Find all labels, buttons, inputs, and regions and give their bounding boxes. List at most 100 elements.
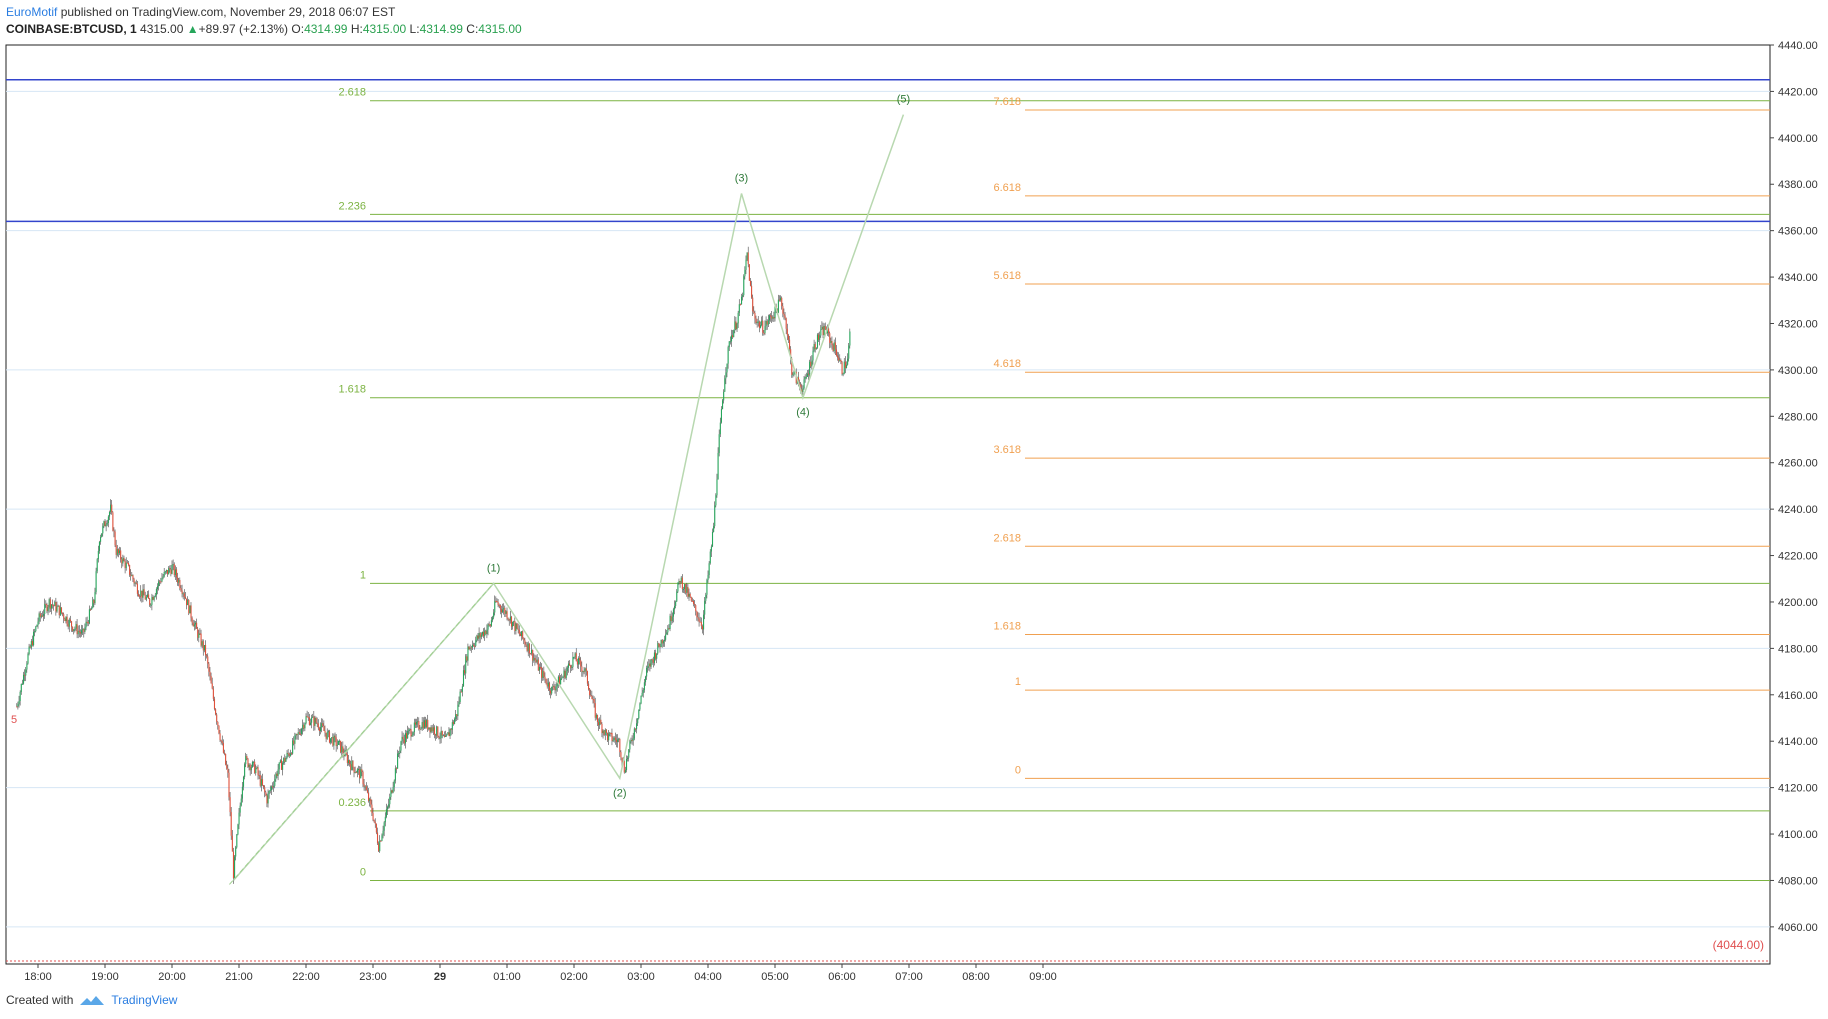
candle xyxy=(103,521,105,526)
fib-orange-group[interactable]: 7.618 6.618 5.618 4.618 3.618 2.618 1.618 1 0 xyxy=(993,96,1770,779)
time-axis[interactable]: 18:00 19:00 20:00 21:00 22:00 23:00 29 01:00 02:… xyxy=(24,964,1057,983)
candle xyxy=(833,342,835,351)
candle xyxy=(801,389,803,393)
up-arrow-icon: ▲ xyxy=(186,22,199,36)
candle xyxy=(668,628,670,630)
author-link[interactable]: EuroMotif xyxy=(6,5,58,19)
candle xyxy=(442,735,444,737)
fib-level-label: 0.236 xyxy=(338,797,366,809)
footer: Created with TradingView xyxy=(6,993,177,1007)
y-tick-label: 4200.00 xyxy=(1778,597,1818,609)
candle xyxy=(389,796,391,805)
candle xyxy=(290,753,293,755)
candle xyxy=(667,628,669,633)
candle xyxy=(84,627,86,632)
y-tick-label: 4080.00 xyxy=(1778,875,1818,887)
candle xyxy=(418,721,420,730)
candle xyxy=(313,716,315,726)
candle xyxy=(399,750,401,754)
candle xyxy=(636,723,638,730)
tradingview-link[interactable]: TradingView xyxy=(111,993,178,1007)
symbol-label[interactable]: COINBASE:BTCUSD, 1 xyxy=(6,22,137,36)
y-tick-label: 4380.00 xyxy=(1778,179,1818,191)
candle xyxy=(461,686,463,692)
candle xyxy=(832,345,834,351)
candle xyxy=(669,615,671,629)
candle xyxy=(276,773,278,776)
candle xyxy=(306,716,308,718)
candle xyxy=(621,757,623,763)
candle xyxy=(815,347,817,350)
candle xyxy=(531,649,533,654)
candle xyxy=(537,659,539,671)
price-axis[interactable]: 4060.00 4080.00 4100.00 4120.00 4140.00 4160.… xyxy=(1770,40,1818,934)
candle xyxy=(120,550,122,560)
candle xyxy=(254,761,256,774)
candle xyxy=(79,632,82,634)
candle xyxy=(295,734,297,736)
candle xyxy=(132,575,134,580)
candle xyxy=(145,596,147,600)
candle xyxy=(674,605,676,610)
elliott-wave[interactable]: (1) (2) (3) (4) (5) xyxy=(229,94,910,885)
candle xyxy=(791,358,793,375)
candle xyxy=(473,644,475,646)
tradingview-logo-icon[interactable] xyxy=(79,993,105,1007)
candle xyxy=(272,786,274,788)
plot-frame xyxy=(5,44,1771,965)
candle xyxy=(644,676,647,683)
candle xyxy=(487,624,489,630)
candle xyxy=(617,739,619,743)
candle xyxy=(201,641,203,646)
candle xyxy=(438,736,440,739)
candle xyxy=(237,824,239,835)
candle xyxy=(25,669,27,676)
fib-level-label: 1.618 xyxy=(993,620,1021,632)
candle xyxy=(316,722,318,724)
candle xyxy=(429,727,431,733)
candle xyxy=(350,764,352,771)
wave-trendline[interactable] xyxy=(229,585,492,885)
candle xyxy=(483,631,485,637)
candles-series xyxy=(16,246,851,884)
candle xyxy=(465,656,467,674)
candle xyxy=(773,317,775,319)
candle xyxy=(478,633,480,639)
candle xyxy=(641,692,643,696)
candle xyxy=(427,719,429,730)
candle xyxy=(847,358,849,365)
candle xyxy=(656,653,658,659)
fib-green-group[interactable]: 2.618 2.236 1.618 1 0.236 0 xyxy=(338,87,1770,881)
candle xyxy=(178,580,180,583)
candle xyxy=(182,593,184,595)
y-tick-label: 4400.00 xyxy=(1778,133,1818,145)
candle xyxy=(398,753,400,755)
candle xyxy=(470,647,472,649)
candle xyxy=(784,315,786,319)
candle xyxy=(24,674,26,676)
candle xyxy=(38,613,40,622)
candle xyxy=(729,341,731,343)
candle xyxy=(410,729,412,737)
gridlines xyxy=(6,90,1770,962)
candle xyxy=(207,656,209,664)
wave-path[interactable] xyxy=(232,114,905,881)
candle xyxy=(690,596,692,601)
candle xyxy=(477,635,479,639)
candle xyxy=(595,714,597,718)
candle xyxy=(163,572,165,577)
candle xyxy=(554,688,556,691)
candle xyxy=(55,602,57,612)
candle xyxy=(680,577,682,583)
open-value: 4314.99 xyxy=(304,22,348,36)
candle xyxy=(203,645,205,651)
candle xyxy=(381,835,383,841)
horizontal-lines[interactable] xyxy=(6,79,1770,223)
candle xyxy=(484,630,486,637)
left-edge-label: 5 xyxy=(11,714,17,726)
candle xyxy=(333,735,335,746)
candle xyxy=(758,321,760,328)
candle xyxy=(604,729,606,735)
candle xyxy=(30,641,32,648)
